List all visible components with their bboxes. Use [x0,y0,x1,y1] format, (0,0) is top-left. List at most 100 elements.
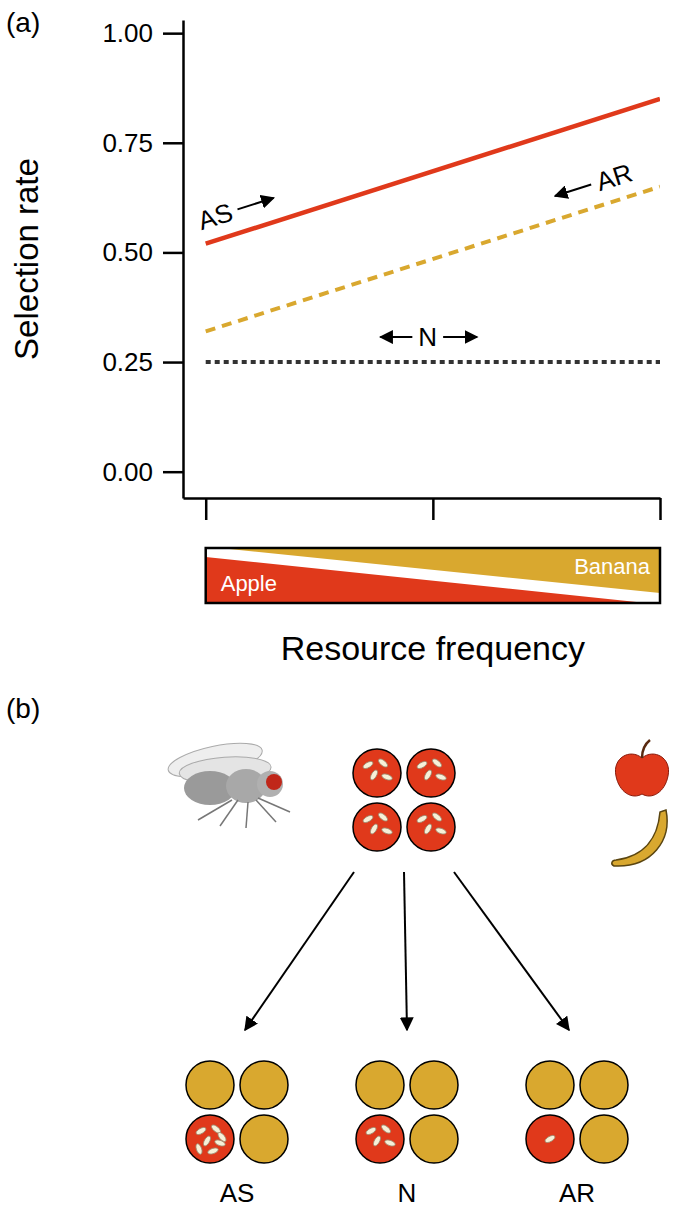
egg [202,1135,212,1147]
egg [423,823,433,835]
series-annotation: AS [194,184,278,236]
egg [416,760,428,770]
y-tick: 0.00 [102,457,183,487]
banana-dish [410,1061,458,1109]
apple-dish [353,749,401,797]
egg [365,1126,377,1136]
egg [377,811,389,822]
x-tick [433,498,434,520]
x-tick-mark [659,498,662,520]
apple-stem [642,740,650,758]
figure: (a)0.000.250.500.751.00Selection rateASA… [0,0,685,1224]
dish [526,1061,574,1109]
fly-head [257,771,283,797]
dish [240,1061,288,1109]
flow-arrow [404,872,407,1030]
dish [240,1115,288,1163]
banana-body [612,810,667,866]
plot-area [206,99,660,362]
egg [369,769,379,781]
egg [380,1123,392,1134]
egg [381,773,393,782]
egg [381,827,393,836]
fly-icon [165,737,290,828]
dish [410,1061,458,1109]
egg [362,760,374,770]
dish [356,1115,404,1163]
y-tick-mark [163,142,183,145]
resource-bar-bg [206,548,660,603]
dish [526,1115,574,1163]
series-name: AR [592,157,636,197]
y-tick-label: 1.00 [102,18,153,48]
banana-dish [580,1061,628,1109]
flow-arrow [454,872,569,1030]
series-line [206,187,660,332]
panel-label: (a) [6,7,40,38]
y-tick-mark [163,471,183,474]
annotation-arrow [443,336,477,338]
treatment-label: AS [220,1178,255,1208]
series-name: AS [194,197,236,236]
apple-dish [407,803,455,851]
x-tick-mark [205,498,208,520]
y-tick-label: 0.75 [102,128,153,158]
dish [407,803,455,851]
banana-dish [186,1061,234,1109]
egg [431,757,443,768]
fly-leg [258,798,290,812]
egg [195,1143,204,1155]
y-axis-title: Selection rate [8,158,45,360]
x-axis-title: Resource frequency [281,629,585,667]
y-tick-mark [163,361,183,364]
dish [353,749,401,797]
apple-dish [356,1115,404,1163]
series-annotation: AR [550,157,635,210]
fly-leg [220,800,238,826]
x-axis [184,498,661,520]
egg [377,757,389,768]
apple-dish [526,1115,574,1163]
egg [423,769,433,781]
banana-dish [410,1115,458,1163]
egg [207,1147,219,1156]
series-annotation: N [380,322,477,352]
egg [544,1134,556,1144]
treatment-label: N [398,1178,417,1208]
flow-arrow [245,872,354,1030]
fly-leg [198,800,232,820]
banana-icon [612,810,667,866]
resource-bar-frame [206,548,660,603]
dish [356,1061,404,1109]
fly-eye [266,774,282,790]
apple-dish [353,803,401,851]
banana-dish [580,1115,628,1163]
banana-dish [240,1061,288,1109]
annotation-arrow [238,198,274,210]
x-tick-mark [432,498,435,520]
x-tick [660,498,661,520]
egg [435,773,447,782]
apple-dish [407,749,455,797]
y-tick-mark [163,32,183,35]
fly-leg [246,802,248,828]
egg [372,1135,382,1147]
y-tick-label: 0.25 [102,347,153,377]
treatment-label: AR [559,1178,595,1208]
egg [216,1131,227,1143]
annotation-arrow [555,184,591,196]
y-tick: 0.75 [102,128,183,158]
y-axis: 0.000.250.500.751.00 [102,18,183,499]
series-line [206,360,660,364]
dish [580,1061,628,1109]
apple-dish [186,1115,234,1163]
dish [580,1115,628,1163]
dish [407,749,455,797]
resource-label: Banana [574,554,651,579]
egg [435,827,447,836]
y-tick: 0.25 [102,347,183,377]
panel-label: (b) [6,693,40,724]
dish [186,1115,234,1163]
apple-icon [615,740,668,796]
y-tick-mark [163,252,183,255]
